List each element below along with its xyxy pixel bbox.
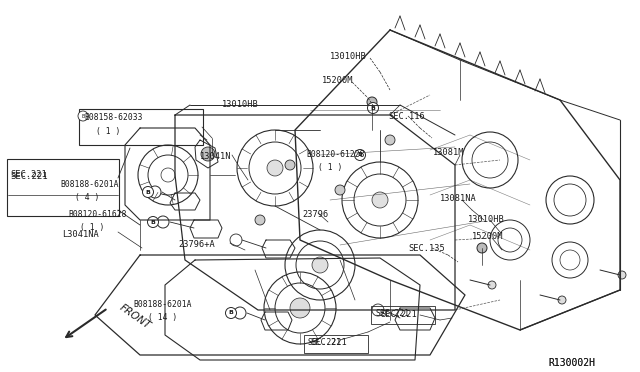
Text: 13010HB: 13010HB — [330, 52, 367, 61]
Circle shape — [290, 298, 310, 318]
Circle shape — [267, 160, 283, 176]
Text: R130002H: R130002H — [548, 358, 595, 368]
Text: 13081NA: 13081NA — [440, 194, 477, 203]
Text: B08120-61628: B08120-61628 — [68, 210, 127, 219]
Text: ( 1 ): ( 1 ) — [318, 163, 342, 172]
Text: SEC.221: SEC.221 — [10, 170, 47, 179]
Text: 13081M: 13081M — [433, 148, 465, 157]
Text: ( 1 ): ( 1 ) — [96, 127, 120, 136]
Circle shape — [143, 186, 154, 198]
Text: B08158-62033: B08158-62033 — [84, 113, 143, 122]
Text: ( 4 ): ( 4 ) — [75, 193, 99, 202]
Text: SEC.116: SEC.116 — [388, 112, 425, 121]
Circle shape — [201, 147, 215, 161]
Text: ( 1 ): ( 1 ) — [80, 223, 104, 232]
Text: SEC.135: SEC.135 — [408, 244, 445, 253]
Circle shape — [157, 216, 169, 228]
Text: B: B — [371, 106, 376, 110]
Text: 23796: 23796 — [302, 210, 328, 219]
Text: L3041NA: L3041NA — [62, 230, 99, 239]
Circle shape — [372, 192, 388, 208]
Text: SEC.221: SEC.221 — [380, 310, 417, 319]
Circle shape — [312, 257, 328, 273]
Text: FRONT: FRONT — [118, 302, 153, 331]
Text: B: B — [358, 153, 362, 157]
Text: B08188-6201A: B08188-6201A — [60, 180, 118, 189]
Text: ( 14 ): ( 14 ) — [148, 313, 177, 322]
Circle shape — [367, 97, 377, 107]
Circle shape — [488, 281, 496, 289]
Circle shape — [355, 150, 365, 160]
Text: R130002H: R130002H — [548, 358, 595, 368]
Circle shape — [558, 296, 566, 304]
Text: 23796+A: 23796+A — [178, 240, 215, 249]
Circle shape — [385, 135, 395, 145]
Text: 13010HB: 13010HB — [468, 215, 505, 224]
Circle shape — [335, 185, 345, 195]
Text: 15200M: 15200M — [472, 232, 504, 241]
Circle shape — [255, 215, 265, 225]
Circle shape — [225, 308, 237, 318]
Circle shape — [78, 111, 88, 121]
Circle shape — [147, 217, 159, 228]
Circle shape — [285, 160, 295, 170]
Circle shape — [234, 307, 246, 319]
Text: B: B — [81, 113, 84, 119]
Text: B08188-6201A: B08188-6201A — [133, 300, 191, 309]
Circle shape — [149, 186, 161, 198]
Text: B08120-61228: B08120-61228 — [306, 150, 365, 159]
Circle shape — [477, 243, 487, 253]
Text: 15200M: 15200M — [322, 76, 353, 85]
Text: SEC.221: SEC.221 — [310, 338, 347, 347]
Text: 13010HB: 13010HB — [222, 100, 259, 109]
Text: B: B — [228, 311, 234, 315]
Circle shape — [618, 271, 626, 279]
Text: SEC.221: SEC.221 — [308, 338, 342, 347]
Circle shape — [367, 103, 378, 113]
Text: SEC.221: SEC.221 — [10, 172, 47, 181]
Text: B: B — [150, 219, 156, 224]
Text: 13041N: 13041N — [200, 152, 232, 161]
Text: B: B — [145, 189, 150, 195]
Text: SEC.221: SEC.221 — [375, 309, 409, 318]
